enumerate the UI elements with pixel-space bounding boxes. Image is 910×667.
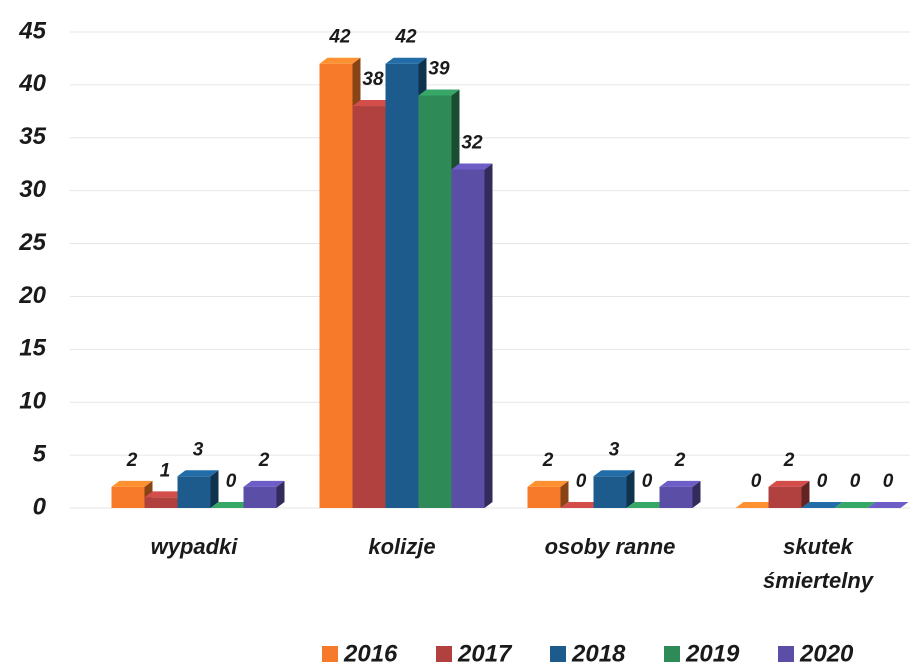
bar-side xyxy=(626,470,635,508)
bar-top xyxy=(801,502,843,508)
bar-top xyxy=(352,100,394,107)
bar-top xyxy=(659,480,701,487)
value-label: 0 xyxy=(850,471,861,492)
legend-swatch xyxy=(664,646,680,662)
legend-swatch xyxy=(436,646,452,662)
bar xyxy=(177,476,211,508)
value-label: 2 xyxy=(542,450,554,471)
value-label: 42 xyxy=(394,27,417,48)
legend-label: 2017 xyxy=(457,640,513,667)
bar xyxy=(659,486,693,508)
bar-side xyxy=(276,480,285,508)
bar-top xyxy=(768,480,810,487)
x-tick-label: kolizje xyxy=(368,534,436,559)
y-tick-label: 35 xyxy=(19,123,46,150)
value-label: 1 xyxy=(160,460,171,481)
x-tick-label: wypadki xyxy=(150,534,238,559)
y-tick-label: 15 xyxy=(19,335,46,362)
value-label: 3 xyxy=(193,439,204,460)
value-label: 0 xyxy=(642,471,653,492)
value-label: 2 xyxy=(126,450,138,471)
bar-top xyxy=(626,502,668,508)
bar-side xyxy=(484,163,493,508)
value-label: 0 xyxy=(751,471,762,492)
legend-label: 2020 xyxy=(799,640,854,667)
bar-side xyxy=(692,480,701,508)
value-label: 32 xyxy=(461,133,483,154)
bar-top xyxy=(735,502,777,508)
y-tick-label: 10 xyxy=(19,388,46,415)
y-tick-label: 45 xyxy=(18,17,46,44)
x-tick-label: skutek śmiertelny xyxy=(762,534,874,593)
bar-side xyxy=(560,480,569,508)
bar-top xyxy=(243,480,285,487)
value-label: 42 xyxy=(328,27,351,48)
y-tick-label: 40 xyxy=(18,70,46,97)
legend-label: 2019 xyxy=(685,640,740,667)
y-tick-label: 0 xyxy=(33,493,47,520)
bar-top xyxy=(111,480,153,487)
x-tick-label: osoby ranne xyxy=(544,534,676,559)
bar-top xyxy=(451,163,493,170)
legend-swatch xyxy=(322,646,338,662)
value-label: 0 xyxy=(226,471,237,492)
bar-top xyxy=(385,57,427,64)
bar-top xyxy=(560,502,602,508)
bar-top xyxy=(144,491,186,498)
bar xyxy=(319,63,353,508)
bar-top xyxy=(210,502,252,508)
y-tick-label: 20 xyxy=(18,282,46,309)
value-label: 2 xyxy=(258,450,270,471)
bar xyxy=(352,106,386,509)
value-label: 0 xyxy=(817,471,828,492)
bar xyxy=(111,486,145,508)
value-label: 0 xyxy=(883,471,894,492)
legend-swatch xyxy=(778,646,794,662)
bar xyxy=(418,95,452,508)
value-label: 3 xyxy=(609,439,620,460)
bar-side xyxy=(801,480,810,508)
bar xyxy=(593,476,627,508)
bar-top xyxy=(418,89,460,96)
value-label: 2 xyxy=(783,450,795,471)
bar xyxy=(144,497,178,508)
legend-label: 2016 xyxy=(343,640,398,667)
bar-side xyxy=(210,470,219,508)
value-label: 0 xyxy=(576,471,587,492)
value-label: 38 xyxy=(362,69,384,90)
bar-top xyxy=(177,470,219,477)
bar-top xyxy=(834,502,876,508)
legend-label: 2018 xyxy=(571,640,626,667)
bar xyxy=(451,169,485,508)
bar-top xyxy=(527,480,569,487)
y-tick-label: 5 xyxy=(33,440,47,467)
bar-top xyxy=(867,502,909,508)
value-label: 39 xyxy=(428,58,450,79)
y-tick-label: 25 xyxy=(18,229,46,256)
bar-top xyxy=(319,57,361,64)
value-label: 2 xyxy=(674,450,686,471)
bar-top xyxy=(593,470,635,477)
bar xyxy=(243,486,277,508)
legend-swatch xyxy=(550,646,566,662)
bar xyxy=(385,63,419,508)
bar xyxy=(527,486,561,508)
y-tick-label: 30 xyxy=(19,176,46,203)
bar xyxy=(768,486,802,508)
